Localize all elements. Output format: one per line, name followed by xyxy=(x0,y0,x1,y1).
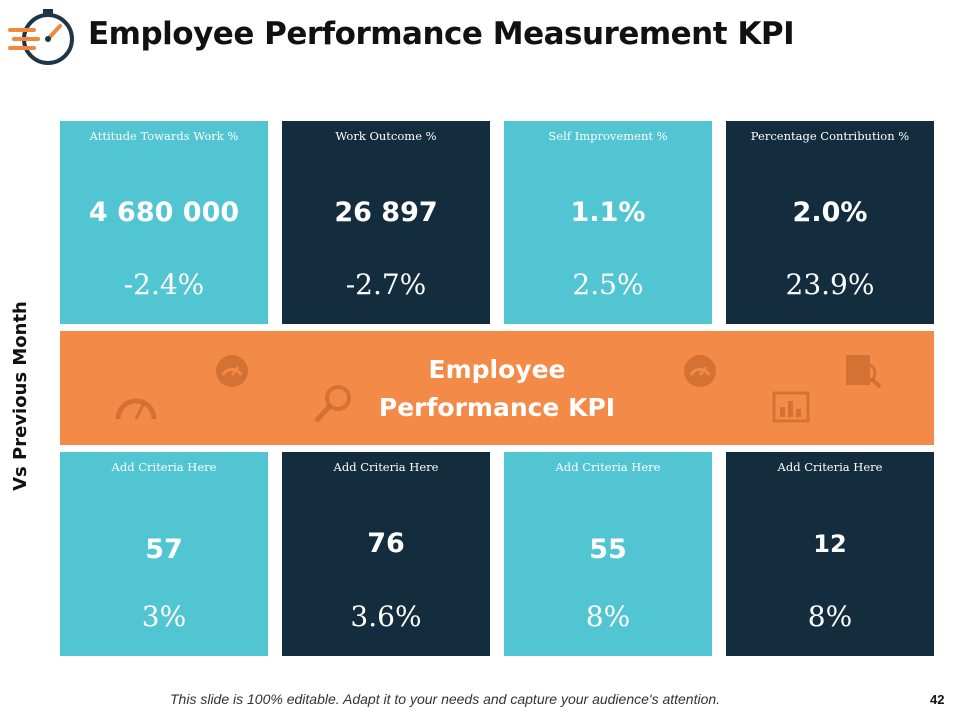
criteria-card-change: 8% xyxy=(585,600,631,633)
criteria-card-value: 55 xyxy=(589,534,627,565)
kpi-card-value: 26 897 xyxy=(334,197,438,228)
magnifier-icon xyxy=(314,385,351,423)
kpi-card-label: Attitude Towards Work % xyxy=(89,129,239,143)
footer-note: This slide is 100% editable. Adapt it to… xyxy=(170,691,721,707)
kpi-banner: Employee Performance KPI xyxy=(60,331,934,445)
gauge-icon xyxy=(216,355,248,387)
kpi-card-label: Work Outcome % xyxy=(335,129,437,143)
kpi-card-self-improvement: Self Improvement % 1.1% 2.5% xyxy=(504,121,712,324)
criteria-card-label: Add Criteria Here xyxy=(777,460,883,474)
kpi-card-change: 2.5% xyxy=(572,268,644,301)
page-number: 42 xyxy=(930,692,945,707)
criteria-card: Add Criteria Here 12 8% xyxy=(726,452,934,656)
banner-title-line2: Performance KPI xyxy=(378,393,616,422)
banner-title: Employee Performance KPI xyxy=(60,351,934,427)
criteria-card-value: 57 xyxy=(145,534,183,565)
criteria-card-change: 8% xyxy=(807,600,853,633)
kpi-card-change: 23.9% xyxy=(785,268,875,301)
criteria-card-value: 12 xyxy=(813,530,847,558)
criteria-card: Add Criteria Here 57 3% xyxy=(60,452,268,656)
criteria-card: Add Criteria Here 55 8% xyxy=(504,452,712,656)
kpi-card-change: -2.7% xyxy=(345,268,427,301)
banner-title-line1: Employee xyxy=(428,355,566,384)
kpi-card-work-outcome: Work Outcome % 26 897 -2.7% xyxy=(282,121,490,324)
kpi-card-value: 2.0% xyxy=(792,197,868,228)
criteria-card-label: Add Criteria Here xyxy=(555,460,661,474)
criteria-card-change: 3% xyxy=(141,600,187,633)
side-label-text: Vs Previous Month xyxy=(10,301,31,491)
kpi-card-label: Percentage Contribution % xyxy=(750,129,910,143)
kpi-card-value: 4 680 000 xyxy=(88,197,240,228)
speedometer-icon xyxy=(115,398,157,420)
kpi-card-attitude: Attitude Towards Work % 4 680 000 -2.4% xyxy=(60,121,268,324)
document-search-icon xyxy=(846,355,882,389)
criteria-card-change: 3.6% xyxy=(350,600,422,633)
criteria-card: Add Criteria Here 76 3.6% xyxy=(282,452,490,656)
bar-chart-icon xyxy=(772,391,810,423)
kpi-card-change: -2.4% xyxy=(123,268,205,301)
criteria-card-label: Add Criteria Here xyxy=(333,460,439,474)
kpi-card-label: Self Improvement % xyxy=(548,129,668,143)
stopwatch-logo-icon xyxy=(8,9,74,65)
page-title: Employee Performance Measurement KPI xyxy=(88,16,795,52)
criteria-card-label: Add Criteria Here xyxy=(111,460,217,474)
kpi-card-percentage-contribution: Percentage Contribution % 2.0% 23.9% xyxy=(726,121,934,324)
criteria-card-value: 76 xyxy=(367,528,405,559)
gauge-icon xyxy=(684,355,716,387)
kpi-card-value: 1.1% xyxy=(570,197,646,228)
